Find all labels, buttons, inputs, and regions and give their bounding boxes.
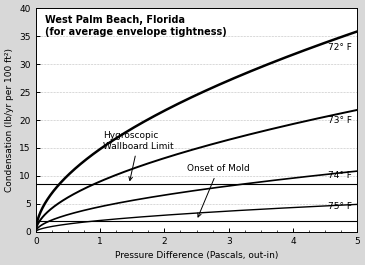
- Text: West Palm Beach, Florida
(for average envelope tightness): West Palm Beach, Florida (for average en…: [45, 15, 227, 37]
- Y-axis label: Condensation (lb/yr per 100 ft²): Condensation (lb/yr per 100 ft²): [5, 48, 14, 192]
- Text: Onset of Mold: Onset of Mold: [187, 164, 250, 217]
- Text: 72° F: 72° F: [328, 43, 352, 52]
- Text: 73° F: 73° F: [328, 116, 352, 125]
- Text: 75° F: 75° F: [328, 202, 352, 211]
- Text: Hygroscopic
Wallboard Limit: Hygroscopic Wallboard Limit: [103, 131, 174, 180]
- X-axis label: Pressure Difference (Pascals, out-in): Pressure Difference (Pascals, out-in): [115, 251, 278, 260]
- Text: 74° F: 74° F: [328, 171, 352, 180]
